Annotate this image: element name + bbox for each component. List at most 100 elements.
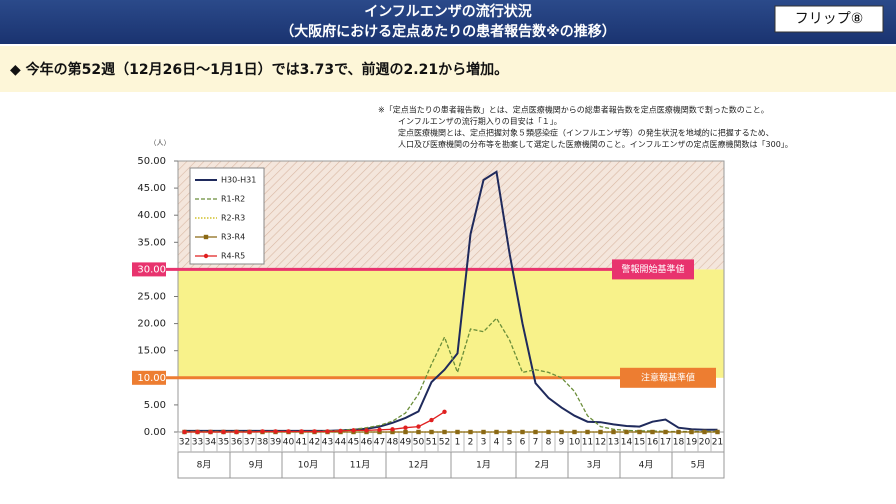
- note-line: ※「定点当たりの患者報告数」とは、定点医療機関からの総患者報告数を定点医療機関数…: [378, 105, 769, 115]
- reference-label-box: [620, 367, 716, 388]
- y-tick-label: 5.00: [144, 400, 166, 411]
- series-marker: [234, 429, 239, 435]
- series-marker: [611, 429, 616, 435]
- y-tick-label-highlight: 30.00: [137, 264, 166, 275]
- header-band: [0, 0, 896, 44]
- month-label: 5月: [691, 460, 706, 471]
- x-tick-label: 38: [257, 438, 269, 448]
- legend-box: [189, 167, 265, 265]
- x-tick-label: 3: [481, 438, 487, 448]
- y-tick-label: 0.00: [144, 427, 166, 438]
- headline-band: [0, 46, 896, 92]
- x-tick-label: 36: [231, 438, 243, 448]
- x-tick-label: 5: [507, 438, 513, 448]
- x-tick-label: 21: [712, 438, 723, 448]
- series-marker: [403, 425, 408, 430]
- series-marker: [273, 429, 278, 434]
- series-marker: [494, 429, 499, 435]
- series-marker: [520, 429, 525, 435]
- series-marker: [312, 429, 317, 434]
- x-tick-label: 7: [533, 438, 539, 448]
- x-tick-label: 51: [426, 438, 437, 448]
- x-tick-label: 12: [595, 438, 606, 448]
- month-label: 10月: [298, 460, 318, 471]
- x-tick-label: 18: [673, 438, 685, 448]
- headline: ◆ 今年の第52週（12月26日～1月1日）では3.73で、前週の2.21から増…: [10, 61, 508, 78]
- series-marker: [338, 428, 343, 434]
- x-tick-label: 39: [270, 438, 282, 448]
- note-line: 人口及び医療機関の分布等を勘案して選定した医療機関のこと。インフルエンザの定点医…: [398, 139, 793, 149]
- x-tick-label: 37: [244, 438, 255, 448]
- series-marker: [533, 429, 538, 435]
- month-label: 2月: [535, 460, 550, 471]
- x-tick-label: 48: [387, 438, 399, 448]
- x-tick-label: 8: [546, 438, 552, 448]
- y-tick-label: 40.00: [137, 210, 166, 221]
- series-marker: [702, 429, 707, 435]
- month-label: 1月: [476, 460, 491, 471]
- y-tick-label: 45.00: [137, 183, 166, 194]
- month-label: 4月: [639, 460, 654, 471]
- legend-label: R3-R4: [221, 233, 245, 242]
- title: インフルエンザの流行状況: [364, 3, 532, 20]
- x-tick-label: 13: [608, 438, 619, 448]
- x-tick-label: 1: [455, 438, 461, 448]
- x-tick-label: 52: [439, 438, 450, 448]
- series-marker: [351, 428, 356, 433]
- month-label: 11月: [350, 460, 370, 471]
- legend-label: R1-R2: [221, 195, 245, 204]
- reference-label-box: [612, 259, 694, 280]
- y-unit: （人）: [150, 139, 171, 147]
- series-marker: [442, 409, 447, 414]
- subtitle: （大阪府における定点あたりの患者報告数※の推移）: [280, 23, 616, 40]
- series-marker: [468, 429, 473, 435]
- y-tick-label: 15.00: [137, 346, 166, 357]
- series-marker: [286, 429, 291, 434]
- notes: ※「定点当たりの患者報告数」とは、定点医療機関からの総患者報告数を定点医療機関数…: [378, 105, 793, 150]
- series-marker: [442, 429, 447, 435]
- chart: （人） 0.00 5.00 10.00 15.00 20.00 25.00 30.00 35.0…: [132, 139, 725, 479]
- note-line: インフルエンザの流行期入りの目安は「１」。: [398, 116, 562, 126]
- legend-marker: [203, 234, 209, 240]
- series-marker: [208, 429, 213, 435]
- series-marker: [299, 429, 304, 434]
- x-tick-label: 45: [348, 438, 359, 448]
- legend-label: R2-R3: [221, 214, 245, 223]
- x-tick-label: 2: [468, 438, 474, 448]
- series-marker: [390, 427, 395, 432]
- legend-label: R4-R5: [221, 252, 245, 261]
- series-marker: [247, 429, 252, 435]
- alert-zone: [178, 161, 724, 270]
- x-tick-label: 10: [569, 438, 581, 448]
- x-tick-label: 35: [218, 438, 229, 448]
- x-tick-label: 6: [520, 438, 526, 448]
- month-label: 3月: [587, 460, 602, 471]
- x-tick-label: 11: [582, 438, 593, 448]
- y-tick-label-highlight: 10.00: [137, 373, 166, 384]
- series-marker: [260, 429, 265, 434]
- x-tick-label: 50: [413, 438, 425, 448]
- series-marker: [455, 429, 460, 435]
- series-marker: [663, 429, 668, 435]
- series-marker: [559, 429, 564, 435]
- series-marker: [689, 429, 694, 435]
- x-tick-label: 15: [634, 438, 645, 448]
- series-marker: [325, 429, 330, 434]
- series-marker: [416, 424, 421, 429]
- x-tick-label: 40: [283, 438, 295, 448]
- x-tick-label: 17: [660, 438, 671, 448]
- y-tick-label: 25.00: [137, 292, 166, 303]
- series-marker: [429, 429, 434, 435]
- flip-box: [774, 5, 884, 33]
- legend-marker: [203, 253, 209, 259]
- series-marker: [390, 429, 395, 435]
- warning-zone: [178, 269, 724, 378]
- y-tick-label: 20.00: [137, 319, 166, 330]
- series-marker: [598, 429, 603, 435]
- x-tick-label: 42: [309, 438, 320, 448]
- series-marker: [585, 429, 590, 435]
- month-label: 12月: [408, 460, 428, 471]
- month-label: 8月: [197, 460, 212, 471]
